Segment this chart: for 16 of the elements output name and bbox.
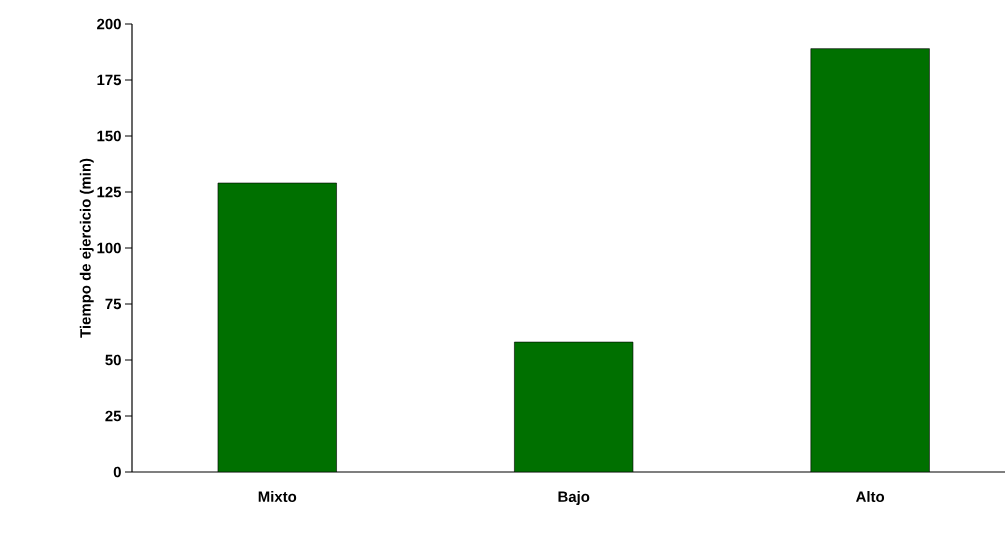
y-tick-label: 150 bbox=[97, 130, 121, 142]
y-tick-label: 0 bbox=[113, 466, 121, 478]
x-tick-label: Bajo bbox=[558, 491, 590, 505]
x-tick-label: Alto bbox=[855, 491, 885, 502]
y-tick-label: 100 bbox=[97, 242, 121, 254]
bar bbox=[514, 341, 634, 472]
y-tick-label: 50 bbox=[105, 354, 121, 366]
bar bbox=[217, 182, 337, 472]
x-tick-label: Mixto bbox=[258, 491, 297, 502]
y-tick-label: 25 bbox=[105, 410, 122, 422]
y-tick-label: 75 bbox=[105, 298, 122, 310]
y-tick-label: 200 bbox=[97, 18, 121, 30]
y-axis-title: Tiempo de ejercicio (min) bbox=[79, 158, 94, 338]
y-tick-label: 125 bbox=[97, 186, 122, 198]
y-tick-label: 175 bbox=[97, 74, 122, 86]
bar bbox=[810, 48, 930, 472]
